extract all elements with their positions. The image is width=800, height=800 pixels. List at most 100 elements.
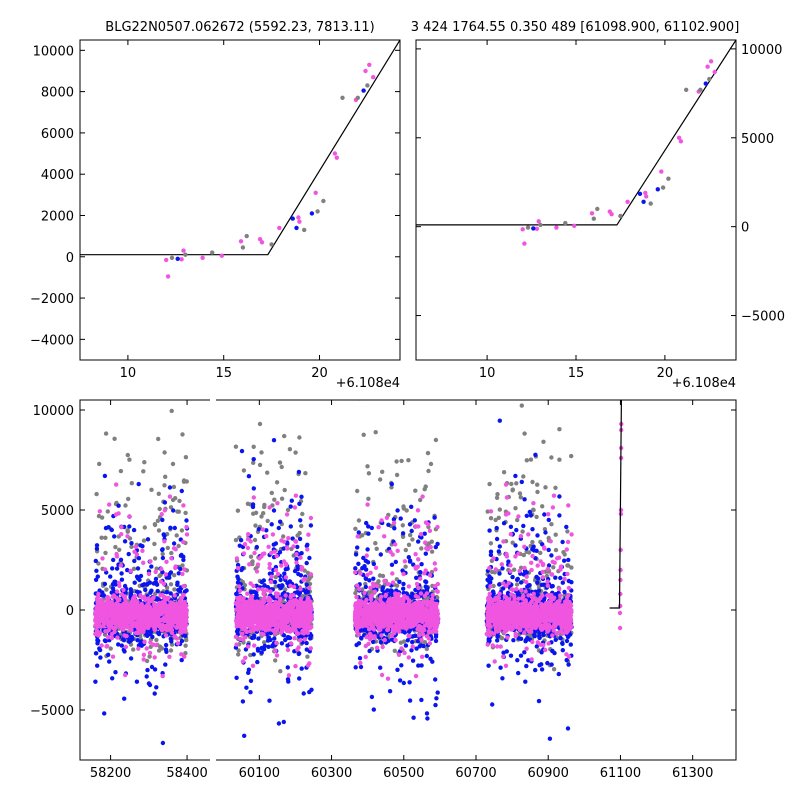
lightcurve-point-gray [236, 648, 241, 653]
lightcurve-point-pink [94, 628, 99, 633]
lightcurve-point-gray [513, 394, 517, 398]
lightcurve-point-blue [395, 508, 400, 513]
lightcurve-point-blue [150, 634, 155, 640]
lightcurve-point-blue [114, 566, 120, 571]
panel-top-right-point-pink [705, 64, 710, 69]
lightcurve-point-blue [433, 677, 438, 682]
lightcurve-point-blue [271, 508, 277, 513]
lightcurve-point-blue [304, 640, 309, 646]
lightcurve-point-blue [296, 651, 301, 657]
lightcurve-point-blue [433, 544, 438, 550]
lightcurve-point-gray [274, 480, 280, 485]
lightcurve-point-gray [422, 640, 428, 645]
lightcurve-point-gray [535, 489, 540, 495]
lightcurve-point-blue [419, 697, 424, 703]
lightcurve-point-blue [259, 650, 264, 655]
lightcurve-point-gray [287, 447, 293, 452]
lightcurve-point-blue [560, 580, 565, 585]
panel-top-left-point-gray [169, 255, 175, 260]
lightcurve-point-blue [175, 582, 180, 587]
lightcurve-point-blue [384, 631, 389, 636]
lightcurve-point-blue [546, 517, 551, 523]
lightcurve-point-pink [154, 616, 160, 621]
lightcurve-point-blue [172, 525, 177, 531]
lightcurve-point-gray [297, 530, 302, 536]
lightcurve-point-gray [262, 502, 267, 508]
lightcurve-point-pink [178, 619, 183, 624]
lightcurve-point-blue [566, 662, 571, 667]
lightcurve-point-blue [405, 638, 410, 643]
lightcurve-point-blue [179, 657, 184, 663]
lightcurve-point-pink [143, 618, 148, 623]
panel-top-right-point-pink [572, 223, 577, 228]
lightcurve-point-gray [183, 455, 189, 460]
lightcurve-point-blue [122, 696, 127, 701]
lightcurve-point-blue [407, 680, 412, 685]
lightcurve-point-blue [542, 512, 547, 517]
lightcurve-point-pink [102, 567, 108, 572]
lightcurve-point-blue [109, 527, 115, 533]
lightcurve-point-pink [121, 587, 126, 593]
panel-top-right-point-pink [536, 219, 541, 224]
lightcurve-point-blue [359, 635, 364, 641]
lightcurve-point-blue [414, 575, 419, 580]
lightcurve-point-pink [183, 609, 189, 614]
lightcurve-point-gray [488, 516, 494, 521]
lightcurve-point-blue [138, 573, 144, 579]
lightcurve-point-gray [403, 564, 408, 569]
lightcurve-point-blue [101, 593, 107, 598]
lightcurve-point-pink [116, 580, 122, 586]
lightcurve-point-blue [119, 577, 125, 582]
lightcurve-point-blue [527, 583, 532, 588]
lightcurve-point-blue [110, 676, 115, 681]
panel-top-right-point-pink [708, 59, 714, 64]
lightcurve-point-gray [152, 522, 158, 528]
lightcurve-point-gray [403, 547, 408, 553]
lightcurve-point-pink [108, 613, 114, 619]
lightcurve-point-blue [251, 652, 256, 657]
lightcurve-point-pink [254, 569, 260, 574]
lightcurve-point-gray [401, 639, 407, 644]
lightcurve-point-blue [278, 577, 283, 583]
lightcurve-point-blue [522, 497, 527, 502]
lightcurve-point-blue [560, 640, 565, 646]
lightcurve-point-gray [257, 421, 263, 427]
lightcurve-point-blue [541, 582, 547, 587]
lightcurve-point-blue [145, 667, 150, 673]
lightcurve-point-blue [566, 557, 571, 563]
lightcurve-point-blue [116, 503, 121, 508]
panel-top-left-point-gray [315, 209, 320, 214]
lightcurve-point-gray [105, 346, 109, 350]
panel-top-right-point-pink [554, 225, 559, 230]
panel-top-right-point-blue [637, 191, 643, 196]
lightcurve-point-blue [298, 518, 303, 523]
lightcurve-point-pink [141, 614, 146, 619]
panel-top-left-ytick-label: −4000 [30, 333, 74, 348]
lightcurve-point-blue [397, 579, 402, 584]
lightcurve-point-gray [168, 648, 174, 653]
lightcurve-point-blue [369, 694, 375, 700]
lightcurve-point-blue [513, 473, 518, 479]
panel-top-right-point-pink [678, 139, 684, 144]
lightcurve-point-pink [177, 599, 183, 604]
lightcurve-point-pink [162, 618, 167, 623]
lightcurve-point-blue [514, 527, 519, 533]
lightcurve-point-pink [131, 595, 136, 601]
lightcurve-point-pink [123, 644, 129, 650]
lightcurve-point-blue [497, 544, 502, 549]
lightcurve-point-blue [395, 667, 400, 672]
lightcurve-point-blue [407, 628, 413, 633]
lightcurve-point-pink [133, 620, 138, 625]
lightcurve-point-blue [272, 636, 277, 641]
lightcurve-point-blue [151, 581, 156, 586]
lightcurve-point-pink [124, 616, 130, 622]
lightcurve-point-pink [128, 607, 134, 612]
lightcurve-point-pink [113, 512, 119, 517]
lightcurve-point-blue [102, 711, 107, 716]
lightcurve-point-blue [568, 642, 573, 647]
lightcurve-point-blue [171, 508, 176, 513]
lightcurve-point-pink [105, 618, 110, 624]
lightcurve-point-gray [257, 462, 263, 468]
lightcurve-point-pink [104, 644, 109, 649]
lightcurve-point-pink [179, 652, 184, 657]
